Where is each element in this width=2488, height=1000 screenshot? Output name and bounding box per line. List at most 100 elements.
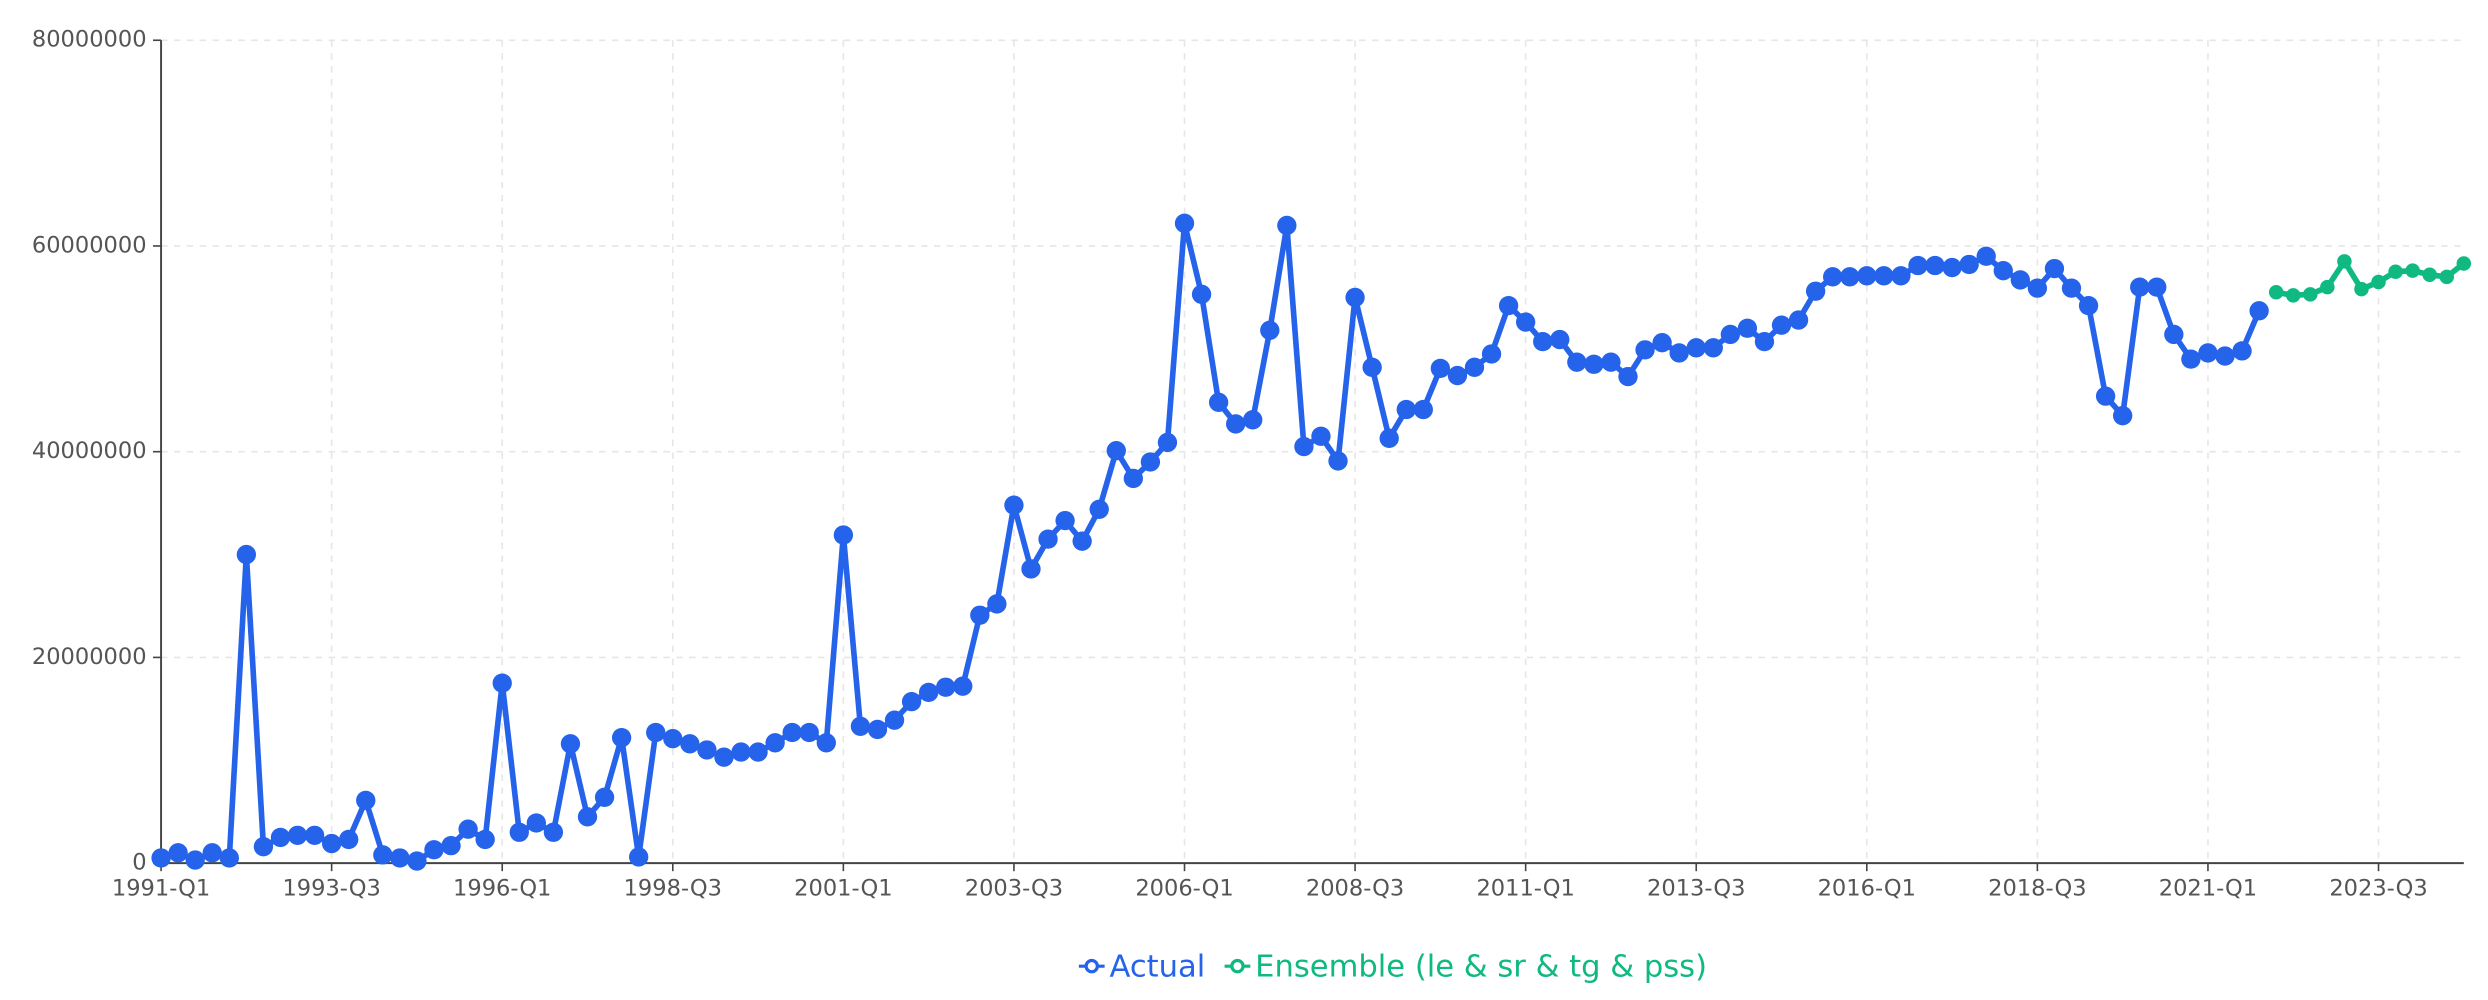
data-point	[1089, 499, 1109, 519]
data-point	[2249, 301, 2269, 321]
data-point	[1004, 495, 1024, 515]
data-point	[1226, 414, 1246, 434]
data-point	[833, 525, 854, 545]
data-point	[475, 829, 495, 850]
data-point	[2337, 254, 2352, 269]
data-point	[1823, 267, 1843, 287]
data-point	[1805, 281, 1826, 301]
x-tick-label: 2016-Q1	[1818, 875, 1916, 901]
data-point	[2095, 386, 2116, 406]
y-tick-label: 40000000	[32, 438, 147, 464]
x-tick-label: 2013-Q3	[1647, 875, 1745, 901]
data-point	[663, 729, 683, 749]
data-point	[1140, 452, 1161, 472]
data-point	[680, 734, 700, 754]
data-point	[2320, 279, 2335, 295]
data-point	[1021, 559, 1041, 579]
data-point	[560, 734, 581, 754]
legend-label: Ensemble (le & sr & tg & pss)	[1255, 949, 1707, 984]
x-tick-label: 1991-Q1	[112, 875, 210, 901]
data-point	[2044, 258, 2065, 279]
data-point	[1243, 410, 1263, 430]
data-point	[697, 740, 717, 760]
data-point	[2405, 263, 2420, 278]
data-point	[1072, 531, 1092, 551]
data-point	[1055, 510, 1075, 531]
data-point	[1464, 357, 1485, 378]
data-point	[1515, 312, 1536, 332]
x-tick-label: 1998-Q3	[624, 875, 722, 901]
data-point	[987, 594, 1007, 614]
data-point	[356, 790, 376, 811]
data-point	[953, 676, 973, 696]
data-point	[2303, 287, 2318, 302]
data-point	[2232, 341, 2252, 361]
data-point	[1771, 315, 1792, 335]
data-point	[1942, 257, 1962, 278]
data-point	[1481, 344, 1502, 364]
legend-label: Actual	[1109, 949, 1205, 984]
data-point	[407, 851, 427, 871]
data-point	[236, 544, 257, 565]
x-tick-label: 2001-Q1	[794, 875, 892, 901]
data-point	[2371, 274, 2386, 290]
data-point	[1396, 399, 1416, 420]
data-point	[390, 848, 410, 868]
data-point	[458, 819, 478, 839]
data-point	[646, 722, 666, 743]
data-point	[765, 733, 785, 753]
data-point	[2388, 264, 2403, 279]
data-point	[850, 716, 871, 736]
data-point	[1123, 468, 1143, 489]
data-point	[1345, 287, 1365, 308]
data-point	[492, 673, 512, 693]
data-point	[1959, 254, 1979, 275]
data-point	[321, 833, 342, 854]
data-point	[1208, 392, 1229, 412]
data-point	[2112, 406, 2133, 426]
data-point	[253, 837, 274, 857]
data-point	[2456, 256, 2472, 271]
data-point	[1277, 215, 1297, 236]
data-point	[185, 850, 205, 870]
legend: Actual Ensemble (le & sr & tg & pss)	[1078, 949, 1707, 984]
data-point	[509, 822, 529, 842]
data-point	[1925, 255, 1945, 276]
data-point	[1840, 267, 1860, 287]
data-point	[884, 710, 905, 730]
data-point	[1720, 324, 1741, 345]
data-point	[287, 825, 308, 846]
data-point	[748, 742, 768, 762]
data-point	[1635, 340, 1655, 360]
x-tick-label: 2011-Q1	[1476, 875, 1574, 901]
data-point	[2078, 295, 2099, 316]
legend-marker	[1084, 958, 1099, 974]
data-point	[1601, 352, 1621, 372]
data-point	[577, 807, 598, 827]
data-point	[2130, 277, 2150, 297]
data-point	[202, 843, 222, 863]
data-point	[1788, 310, 1809, 330]
data-point	[441, 835, 461, 856]
data-point	[1908, 255, 1928, 276]
data-point	[731, 742, 751, 762]
data-point	[1857, 266, 1877, 286]
data-point	[270, 827, 291, 848]
data-point	[1550, 329, 1570, 350]
data-point	[424, 840, 444, 860]
data-point	[1618, 366, 1638, 387]
x-tick-label: 2023-Q3	[2329, 875, 2427, 901]
data-point	[219, 848, 239, 868]
data-point	[1430, 358, 1451, 379]
data-point	[936, 677, 956, 697]
data-point	[339, 829, 359, 850]
data-point	[2354, 281, 2369, 297]
data-point	[2010, 270, 2030, 290]
data-point	[629, 847, 649, 867]
data-point	[2439, 269, 2454, 285]
legend-item: Actual	[1078, 949, 1205, 984]
x-tick-label: 2018-Q3	[1988, 875, 2086, 901]
data-point	[1976, 246, 1996, 266]
grid	[160, 39, 2464, 864]
data-point	[373, 845, 393, 865]
